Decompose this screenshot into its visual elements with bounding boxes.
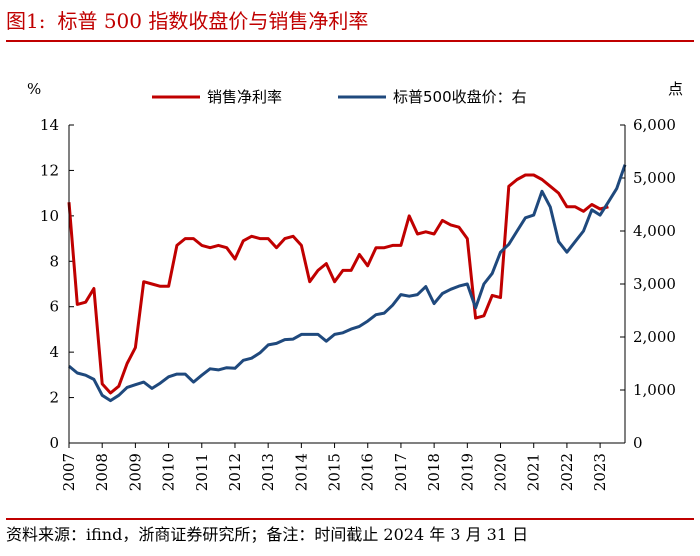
x-tick-label: 2016 [359, 453, 377, 491]
series-lines [67, 164, 627, 403]
left-axis-label: % [27, 80, 41, 98]
x-tick-label: 2023 [591, 453, 609, 491]
figure-title-bar: 图1: 标普 500 指数收盘价与销售净利率 [6, 6, 694, 42]
x-tick-label: 2014 [292, 453, 310, 491]
left-tick-label: 0 [49, 434, 59, 452]
source-note: 资料来源：ifind，浙商证券研究所；备注：时间截止 2024 年 3 月 31… [6, 518, 694, 552]
left-tick-label: 14 [40, 116, 59, 134]
right-tick-label: 6,000 [633, 116, 676, 134]
right-tick-label: 0 [633, 434, 643, 452]
x-tick-label: 2019 [458, 453, 476, 491]
right-tick-label: 4,000 [633, 222, 676, 240]
x-tick-label: 2008 [93, 453, 111, 491]
figure-title: 标普 500 指数收盘价与销售净利率 [57, 9, 369, 33]
chart: 0 2 4 6 8 10 12 14 0 1,000 2,000 3,000 4,000 5,000 6,… [27, 80, 683, 491]
x-tick-label: 2015 [326, 453, 344, 491]
x-tick-label: 2018 [425, 453, 443, 491]
net-margin-line [67, 173, 609, 395]
right-tick-label: 1,000 [633, 381, 676, 399]
legend-label-margin: 销售净利率 [207, 88, 282, 106]
legend-label-price: 标普500收盘价：右 [393, 88, 527, 106]
x-tick-label: 2020 [492, 453, 510, 491]
x-tick-label: 2022 [558, 453, 576, 491]
figure-label: 图1: [6, 9, 46, 33]
x-tick-label: 2011 [193, 453, 211, 491]
x-axis-ticks: 2007 2008 2009 2010 2011 2012 2013 2014 2015 2016… [60, 443, 609, 491]
x-tick-label: 2021 [525, 453, 543, 491]
right-axis-label: 点 [668, 80, 683, 98]
right-tick-label: 3,000 [633, 275, 676, 293]
right-axis-ticks: 0 1,000 2,000 3,000 4,000 5,000 6,000 [620, 116, 676, 452]
x-tick-label: 2013 [259, 453, 277, 491]
left-tick-label: 10 [40, 207, 59, 225]
left-tick-label: 8 [49, 252, 59, 270]
left-tick-label: 2 [49, 389, 59, 407]
x-tick-label: 2007 [60, 453, 78, 491]
x-tick-label: 2010 [160, 453, 178, 491]
x-tick-label: 2009 [126, 453, 144, 491]
sp500-price-line [68, 164, 627, 403]
left-tick-label: 12 [40, 161, 59, 179]
legend: 销售净利率 标普500收盘价：右 [152, 88, 527, 106]
left-tick-label: 6 [49, 298, 59, 316]
right-tick-label: 5,000 [633, 169, 676, 187]
x-tick-label: 2012 [226, 453, 244, 491]
x-tick-label: 2017 [392, 453, 410, 491]
left-tick-label: 4 [49, 343, 59, 361]
right-tick-label: 2,000 [633, 328, 676, 346]
